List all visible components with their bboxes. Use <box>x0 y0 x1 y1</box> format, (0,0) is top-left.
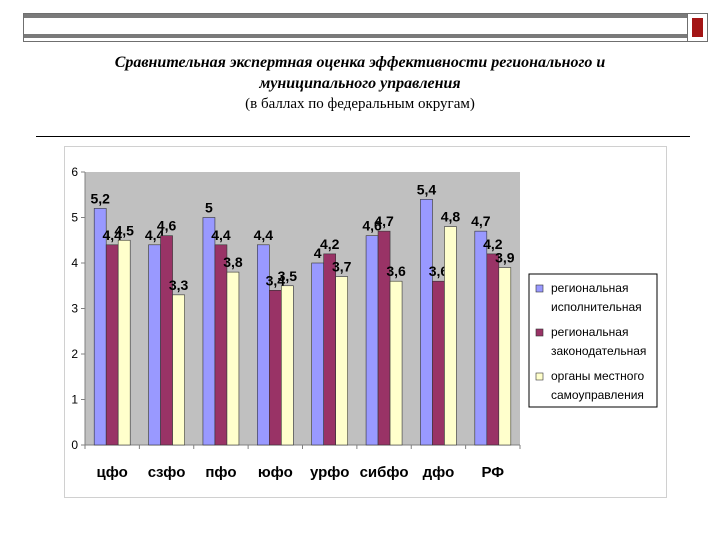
data-label: 4 <box>314 245 322 261</box>
data-label: 4,6 <box>157 218 177 234</box>
legend-label: органы местного <box>551 369 645 383</box>
title-divider <box>36 136 690 137</box>
legend-label: исполнительная <box>551 300 642 314</box>
bar <box>160 235 173 446</box>
data-label: 4,5 <box>114 222 134 238</box>
slide-corner-accent <box>687 13 708 42</box>
y-tick-label: 4 <box>71 256 78 270</box>
data-label: 3,6 <box>386 263 406 279</box>
data-label: 4,2 <box>483 236 503 252</box>
data-label: 4,7 <box>374 213 394 229</box>
x-category-label: цфо <box>97 464 128 481</box>
bar <box>117 239 131 446</box>
x-category-label: сзфо <box>148 464 186 481</box>
data-label: 4,4 <box>145 227 165 243</box>
bar <box>269 290 282 446</box>
bar <box>432 280 445 446</box>
x-category-label: дфо <box>423 464 455 481</box>
legend-box <box>528 273 658 408</box>
bar <box>311 262 324 446</box>
bar <box>498 267 512 446</box>
bar <box>93 208 107 446</box>
data-label: 3,8 <box>223 254 243 270</box>
y-tick-label: 5 <box>71 211 78 225</box>
chart-container: 0 1 2 3 4 5 6 5,2 4,4 4,5 цфо 4,4 4,6 3,3 сзфо 5 4,4 3,8 п… <box>64 146 667 498</box>
data-label: 3,6 <box>429 263 449 279</box>
legend-label: самоуправления <box>551 388 644 402</box>
legend-swatch <box>535 328 544 337</box>
x-category-label: сибфо <box>360 464 409 481</box>
bar <box>444 226 457 446</box>
bar <box>281 285 294 446</box>
data-label: 5,2 <box>90 190 110 206</box>
slide-subtitle: (в баллах по федеральным округам) <box>245 96 475 112</box>
data-label: 3,4 <box>266 272 286 288</box>
bar <box>420 198 433 446</box>
y-tick-label: 1 <box>71 393 78 407</box>
x-category-label: юфо <box>258 464 293 481</box>
bar <box>105 244 119 446</box>
data-label: 3,5 <box>278 268 298 284</box>
bar <box>486 253 500 446</box>
bar <box>226 271 240 446</box>
legend-label: региональная <box>551 325 628 339</box>
slide-title-line-2: муниципального управления <box>259 75 461 92</box>
data-label: 4,4 <box>254 227 274 243</box>
bar <box>335 276 348 446</box>
data-label: 4,8 <box>441 209 461 225</box>
slide-top-bar <box>23 13 689 42</box>
y-tick-label: 0 <box>71 438 78 452</box>
x-category-label: пфо <box>205 464 236 481</box>
slide-title-line-1: Сравнительная экспертная оценка эффектив… <box>114 54 606 71</box>
bar <box>172 294 185 446</box>
bar <box>202 217 216 446</box>
bar <box>148 244 161 446</box>
bar <box>389 280 403 446</box>
data-label: 3,9 <box>495 250 515 266</box>
data-label: 3,7 <box>332 259 352 275</box>
bar <box>323 253 336 446</box>
y-tick-label: 3 <box>71 302 78 316</box>
legend-swatch <box>535 284 544 293</box>
bar <box>365 235 379 446</box>
y-tick-label: 2 <box>71 347 78 361</box>
data-label: 5 <box>205 200 213 216</box>
data-label: 4,4 <box>211 227 231 243</box>
x-category-label: урфо <box>310 464 349 481</box>
legend-swatch <box>535 372 544 381</box>
slide-title-block: Сравнительная экспертная оценка эффектив… <box>30 52 690 114</box>
bar-chart: 01234565,24,44,5цфо4,44,63,3сзфо54,43,8п… <box>71 165 658 481</box>
bar <box>474 230 488 446</box>
y-tick-label: 6 <box>71 165 78 179</box>
data-label: 4,7 <box>471 213 491 229</box>
data-label: 4,2 <box>320 236 340 252</box>
data-label: 4,6 <box>362 218 382 234</box>
data-label: 4,4 <box>102 227 122 243</box>
data-label: 5,4 <box>417 181 437 197</box>
legend-label: законодательная <box>551 344 646 358</box>
legend-label: региональная <box>551 281 628 295</box>
bar <box>214 244 228 446</box>
data-label: 3,3 <box>169 277 189 293</box>
x-category-label: РФ <box>482 464 505 481</box>
